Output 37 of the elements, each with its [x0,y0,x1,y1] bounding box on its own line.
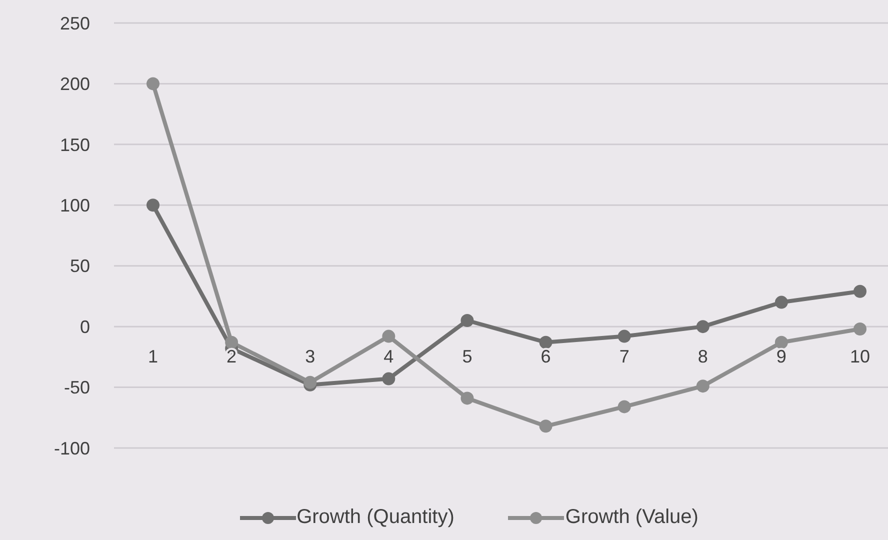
y-tick-label: 150 [60,134,90,155]
point [618,400,631,414]
point [382,330,396,343]
x-tick-label: 6 [540,346,551,367]
x-tick-label: 1 [148,346,158,367]
point [854,322,866,336]
x-tick-label: 10 [850,346,870,367]
legend-label: Growth (Quantity) [296,506,454,529]
point [696,320,710,334]
x-tick-label: 4 [384,346,394,367]
point [460,392,474,405]
x-tick-label: 5 [462,346,472,367]
y-tick-label: 250 [60,13,90,34]
point [146,198,160,212]
point [225,336,238,349]
point [146,77,160,90]
point [382,372,396,386]
x-tick-label: 3 [305,346,316,367]
legend-label: Growth (Value) [565,506,698,529]
y-tick-label: -100 [54,438,90,458]
point [696,380,710,393]
y-tick-label: 0 [80,316,90,337]
point [304,376,317,389]
point [854,284,866,298]
y-tick-label: 200 [60,74,90,94]
point [539,336,552,349]
y-tick-label: -50 [64,378,90,398]
x-tick-label: 7 [619,346,630,367]
point [460,314,474,327]
point [539,420,552,433]
x-tick-label: 8 [698,346,708,367]
point [774,296,788,309]
point [774,336,788,349]
x-tick-label: 9 [776,346,786,367]
y-tick-label: 50 [70,256,90,276]
point [618,330,631,343]
y-tick-label: 100 [60,196,90,216]
